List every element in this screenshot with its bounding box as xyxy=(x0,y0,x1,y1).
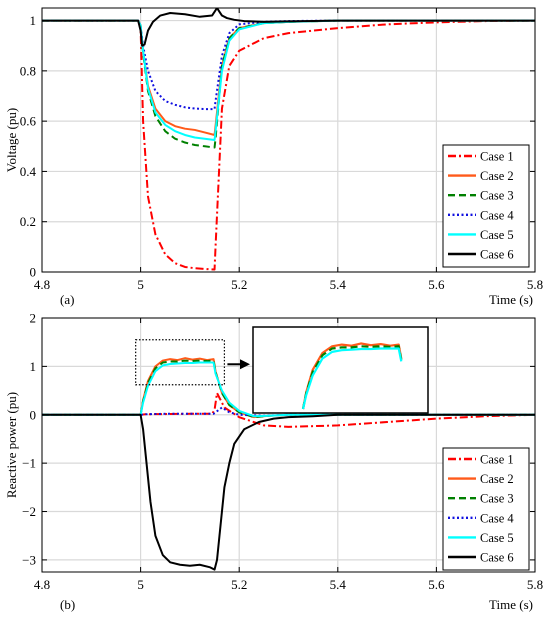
axes-frame xyxy=(41,7,536,273)
x-axis-label: Time (s) xyxy=(489,292,533,307)
x-tick-label: 5.6 xyxy=(428,577,445,592)
y-tick-label: 1 xyxy=(30,13,37,28)
series-line-case-2 xyxy=(42,19,535,136)
legend-label-case-5: Case 5 xyxy=(480,228,514,242)
x-tick-label: 5 xyxy=(137,277,144,292)
series-line-case-1 xyxy=(42,19,535,271)
inset-series-case-2 xyxy=(301,342,403,410)
legend-box xyxy=(442,447,530,571)
legend: Case 1 Case 2 Case 3 Case 4 Case 5 Case 6 xyxy=(442,447,530,571)
x-tick-label: 5.8 xyxy=(527,277,543,292)
y-tick-label: 0.2 xyxy=(20,214,36,229)
y-tick-label: −2 xyxy=(22,504,36,519)
y-tick-label: 0 xyxy=(30,265,37,280)
y-tick-label: 0 xyxy=(30,407,37,422)
y-axis-label: Reactive power (pu) xyxy=(4,392,19,498)
x-tick-label: 5.6 xyxy=(428,277,445,292)
y-axis-label: Voltage (pu) xyxy=(4,108,19,172)
x-tick-label: 5 xyxy=(137,577,144,592)
x-tick-label: 5.4 xyxy=(330,277,347,292)
legend-label-case-2: Case 2 xyxy=(480,472,514,486)
legend-label-case-6: Case 6 xyxy=(480,248,514,262)
inset-box xyxy=(252,326,429,414)
series-line-case-3 xyxy=(42,19,535,149)
legend-label-case-2: Case 2 xyxy=(480,169,514,183)
inset-series-case-5 xyxy=(301,347,403,410)
x-tick-label: 4.8 xyxy=(34,577,50,592)
x-tick-label: 5.4 xyxy=(330,577,347,592)
x-tick-label: 4.8 xyxy=(34,277,50,292)
series-group xyxy=(42,8,535,271)
x-axis-label: Time (s) xyxy=(489,597,533,612)
x-tick-label: 5.2 xyxy=(231,577,247,592)
series-group xyxy=(42,357,535,571)
inset-zoom xyxy=(135,326,429,414)
chart-panel-1: 4.8 5 5.2 5.4 5.6 5.8 0 0.2 0.4 0.6 0.8 1 Time (s) Vo… xyxy=(4,7,543,307)
legend-label-case-3: Case 3 xyxy=(480,189,514,203)
y-tick-label: −3 xyxy=(22,552,36,567)
series-line-case-6 xyxy=(42,413,535,571)
zoom-arrow-head xyxy=(240,359,250,370)
x-tick-label: 5.8 xyxy=(527,577,543,592)
series-line-case-5 xyxy=(42,361,535,418)
chart-panel-2: 4.8 5 5.2 5.4 5.6 5.8 −3 −2 −1 0 1 2 Time (s) Reactiv… xyxy=(4,311,543,613)
panel-label: (a) xyxy=(60,292,74,307)
series-line-case-3 xyxy=(42,359,535,419)
legend-label-case-6: Case 6 xyxy=(480,551,514,565)
zoom-region-box xyxy=(135,339,226,386)
y-tick-label: −1 xyxy=(22,456,36,471)
legend-label-case-3: Case 3 xyxy=(480,492,514,506)
series-line-case-6 xyxy=(42,8,535,47)
series-line-case-5 xyxy=(42,19,535,141)
inset-series-group xyxy=(301,342,403,410)
inset-series-case-3 xyxy=(301,345,403,410)
y-tick-label: 1 xyxy=(30,359,37,374)
legend-label-case-4: Case 4 xyxy=(480,208,514,222)
y-tick-label: 0.8 xyxy=(20,63,36,78)
legend: Case 1 Case 2 Case 3 Case 4 Case 5 Case 6 xyxy=(442,144,530,268)
legend-label-case-1: Case 1 xyxy=(480,453,514,467)
y-tick-label: 0.6 xyxy=(20,114,37,129)
legend-label-case-4: Case 4 xyxy=(480,511,514,525)
panel-label: (b) xyxy=(60,597,75,612)
legend-label-case-1: Case 1 xyxy=(480,150,514,164)
x-tick-label: 5.2 xyxy=(231,277,247,292)
y-tick-label: 2 xyxy=(30,311,37,326)
axes-frame xyxy=(41,317,536,573)
legend-label-case-5: Case 5 xyxy=(480,531,514,545)
legend-box xyxy=(442,144,530,268)
y-tick-label: 0.4 xyxy=(20,164,37,179)
